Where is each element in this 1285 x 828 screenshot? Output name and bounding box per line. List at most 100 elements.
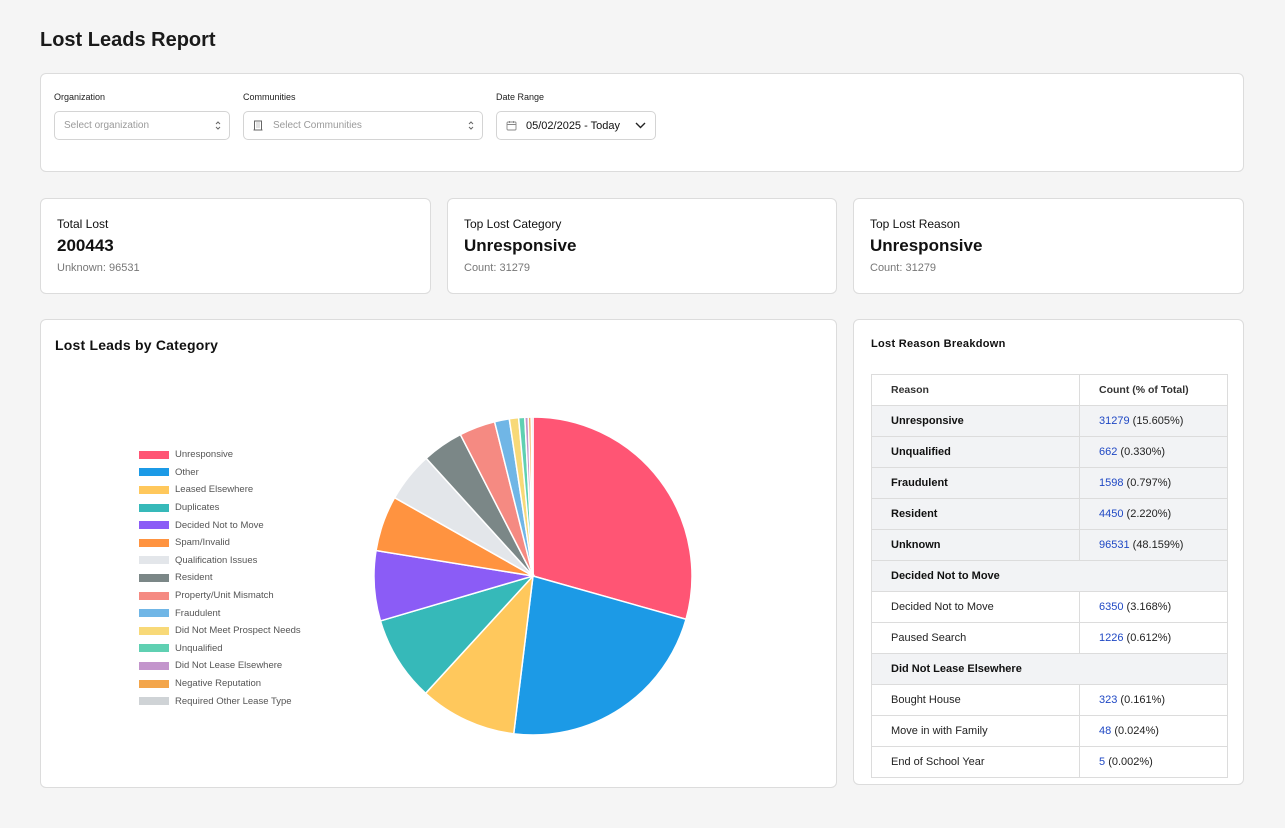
reason-cell: Resident — [871, 498, 1080, 530]
legend-item[interactable]: Did Not Lease Elsewhere — [139, 657, 301, 675]
pie-slice[interactable] — [530, 416, 534, 577]
communities-label: Communities — [243, 92, 296, 102]
legend-swatch — [139, 450, 169, 459]
count-link[interactable]: 1226 — [1099, 632, 1124, 644]
percent-text: (3.168%) — [1126, 601, 1172, 613]
reason-cell: Bought House — [871, 684, 1080, 716]
percent-text: (2.220%) — [1126, 508, 1172, 520]
percent-text: (0.161%) — [1120, 694, 1166, 706]
legend-label: Required Other Lease Type — [175, 695, 292, 707]
date-range-value: 05/02/2025 - Today — [526, 119, 620, 132]
pie-slice[interactable] — [424, 573, 535, 735]
count-cell: 48 (0.024%) — [1079, 715, 1228, 747]
table-group-row: Did Not Lease Elsewhere — [871, 653, 1228, 685]
legend-item[interactable]: Duplicates — [139, 499, 301, 517]
stat-card-top-reason: Top Lost Reason Unresponsive Count: 3127… — [853, 198, 1244, 294]
reason-cell: Move in with Family — [871, 715, 1080, 747]
table-row: Bought House 323 (0.161%) — [871, 684, 1228, 716]
legend-label: Other — [175, 466, 199, 478]
communities-select[interactable]: Select Communities — [243, 111, 483, 140]
category-chart-card: Lost Leads by Category Unresponsive Other… — [40, 319, 837, 788]
pie-slice[interactable] — [512, 575, 687, 736]
stat-title: Top Lost Category — [464, 217, 562, 231]
legend-item[interactable]: Spam/Invalid — [139, 534, 301, 552]
table-row: Unresponsive 31279 (15.605%) — [871, 405, 1228, 437]
table-row: Decided Not to Move 6350 (3.168%) — [871, 591, 1228, 623]
legend-item[interactable]: Negative Reputation — [139, 675, 301, 693]
column-header-reason: Reason — [871, 374, 1080, 406]
filters-panel: Organization Select organization Communi… — [40, 73, 1244, 172]
page-title: Lost Leads Report — [40, 29, 216, 51]
legend-swatch — [139, 626, 169, 635]
legend-item[interactable]: Resident — [139, 569, 301, 587]
stat-card-total-lost: Total Lost 200443 Unknown: 96531 — [40, 198, 431, 294]
stat-subtext: Unknown: 96531 — [57, 262, 140, 274]
legend-label: Did Not Meet Prospect Needs — [175, 625, 301, 637]
legend-swatch — [139, 697, 169, 706]
count-cell: 1226 (0.612%) — [1079, 622, 1228, 654]
legend-swatch — [139, 573, 169, 582]
percent-text: (0.612%) — [1126, 632, 1172, 644]
legend-item[interactable]: Qualification Issues — [139, 552, 301, 570]
legend-swatch — [139, 468, 169, 477]
legend-item[interactable]: Unqualified — [139, 640, 301, 658]
percent-text: (48.159%) — [1132, 539, 1184, 551]
legend-label: Unresponsive — [175, 449, 234, 461]
legend-item[interactable]: Required Other Lease Type — [139, 692, 301, 710]
legend-item[interactable]: Decided Not to Move — [139, 516, 301, 534]
count-link[interactable]: 4450 — [1099, 508, 1124, 520]
legend-swatch — [139, 591, 169, 600]
legend-item[interactable]: Unresponsive — [139, 446, 301, 464]
organization-placeholder: Select organization — [64, 120, 150, 131]
count-link[interactable]: 6350 — [1099, 601, 1124, 613]
stat-value: Unresponsive — [464, 236, 577, 255]
percent-text: (0.002%) — [1108, 756, 1153, 768]
legend-swatch — [139, 538, 169, 547]
percent-text: (0.797%) — [1126, 477, 1172, 489]
legend-label: Spam/Invalid — [175, 537, 230, 549]
reason-cell: Unresponsive — [871, 405, 1080, 437]
legend-item[interactable]: Leased Elsewhere — [139, 481, 301, 499]
reason-cell: Fraudulent — [871, 467, 1080, 499]
pie-slice[interactable] — [379, 574, 536, 695]
building-icon — [253, 120, 263, 131]
count-cell: 4450 (2.220%) — [1079, 498, 1228, 530]
count-link[interactable]: 31279 — [1099, 415, 1130, 427]
pie-slice[interactable] — [532, 416, 693, 621]
legend-item[interactable]: Other — [139, 464, 301, 482]
chevron-down-icon — [635, 122, 646, 129]
percent-text: (0.024%) — [1114, 725, 1159, 737]
legend-swatch — [139, 485, 169, 494]
breakdown-title: Lost Reason Breakdown — [871, 338, 1006, 350]
count-cell: 1598 (0.797%) — [1079, 467, 1228, 499]
legend-swatch — [139, 609, 169, 618]
stat-title: Total Lost — [57, 217, 109, 231]
legend-swatch — [139, 679, 169, 688]
table-row: End of School Year 5 (0.002%) — [871, 746, 1228, 778]
legend-label: Resident — [175, 572, 213, 584]
count-link[interactable]: 96531 — [1099, 539, 1130, 551]
legend-item[interactable]: Property/Unit Mismatch — [139, 587, 301, 605]
table-row: Move in with Family 48 (0.024%) — [871, 715, 1228, 747]
legend-swatch — [139, 521, 169, 530]
count-link[interactable]: 323 — [1099, 694, 1118, 706]
legend-label: Property/Unit Mismatch — [175, 590, 274, 602]
organization-select[interactable]: Select organization — [54, 111, 230, 140]
reason-breakdown-card: Lost Reason Breakdown Reason Count (% of… — [853, 319, 1244, 785]
count-link[interactable]: 48 — [1099, 725, 1112, 737]
stat-value: Unresponsive — [870, 236, 983, 255]
legend-item[interactable]: Fraudulent — [139, 604, 301, 622]
stat-value: 200443 — [57, 236, 114, 255]
count-link[interactable]: 5 — [1099, 756, 1106, 768]
group-label: Decided Not to Move — [871, 560, 1228, 592]
count-link[interactable]: 662 — [1099, 446, 1118, 458]
count-link[interactable]: 1598 — [1099, 477, 1124, 489]
breakdown-table: Reason Count (% of Total) Unresponsive 31… — [871, 374, 1228, 778]
legend-label: Duplicates — [175, 502, 220, 514]
stat-title: Top Lost Reason — [870, 217, 961, 231]
date-range-picker[interactable]: 05/02/2025 - Today — [496, 111, 656, 140]
table-row: Paused Search 1226 (0.612%) — [871, 622, 1228, 654]
table-row: Resident 4450 (2.220%) — [871, 498, 1228, 530]
reason-cell: Paused Search — [871, 622, 1080, 654]
legend-item[interactable]: Did Not Meet Prospect Needs — [139, 622, 301, 640]
